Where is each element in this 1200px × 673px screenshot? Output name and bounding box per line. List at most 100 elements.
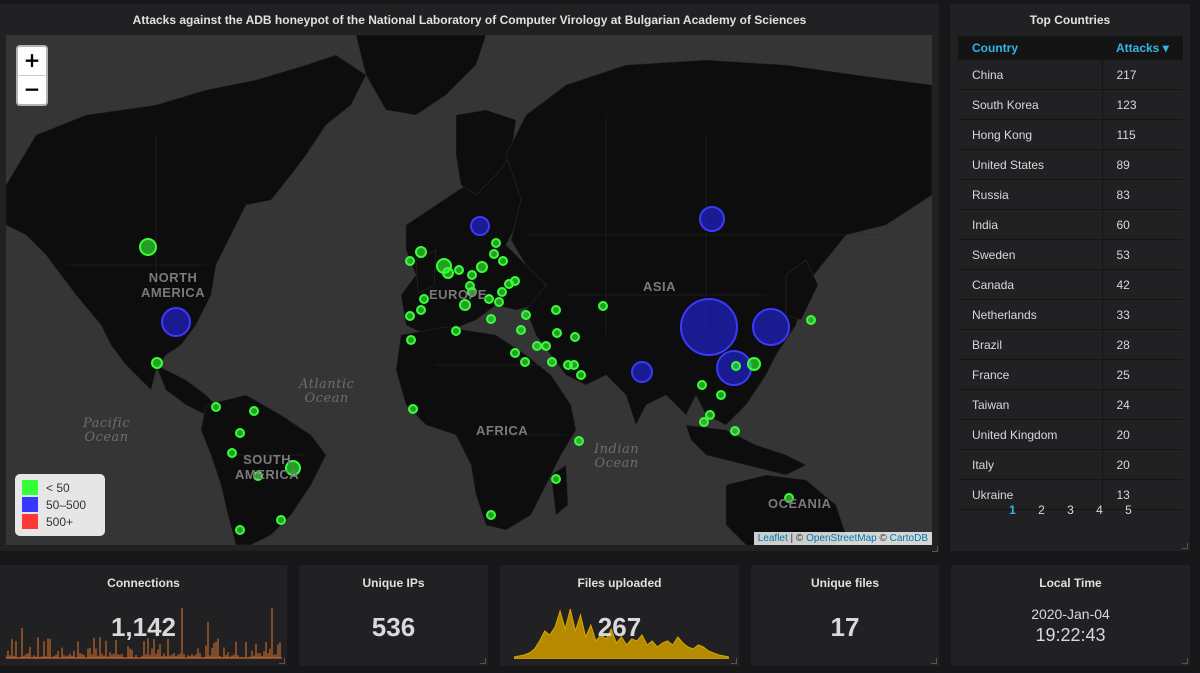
legend-row-small: < 50: [22, 479, 105, 496]
attack-marker-small[interactable]: [551, 305, 561, 315]
label-pacific-ocean: Pacific Ocean: [83, 416, 131, 445]
attack-marker-small[interactable]: [416, 305, 426, 315]
attack-marker-small[interactable]: [541, 341, 551, 351]
attack-marker-medium[interactable]: [631, 361, 653, 383]
legend-row-large: 500+: [22, 513, 105, 530]
files-uploaded-sparkline: [514, 608, 729, 659]
attack-marker-medium[interactable]: [470, 216, 490, 236]
label-south-america: SOUTH AMERICA: [235, 452, 300, 482]
page-link-2[interactable]: 2: [1038, 503, 1045, 517]
attack-marker-small[interactable]: [467, 287, 477, 297]
cell-country: United Kingdom: [958, 419, 1102, 450]
attack-marker-small[interactable]: [486, 510, 496, 520]
attack-marker-small[interactable]: [442, 267, 454, 279]
page-link-4[interactable]: 4: [1096, 503, 1103, 517]
attack-marker-small[interactable]: [408, 404, 418, 414]
page-link-3[interactable]: 3: [1067, 503, 1074, 517]
unique-files-resize-handle[interactable]: [931, 658, 937, 664]
table-pagination: 1 2 3 4 5: [998, 503, 1143, 517]
attack-marker-medium[interactable]: [680, 298, 738, 356]
world-map[interactable]: NORTH AMERICA SOUTH AMERICA EUROPE ASIA …: [6, 35, 932, 545]
attack-marker-small[interactable]: [806, 315, 816, 325]
files-uploaded-value: 267: [597, 612, 642, 642]
table-row: United Kingdom 20: [958, 419, 1183, 450]
top-countries-resize-handle[interactable]: [1182, 543, 1188, 549]
cell-country: Ukraine: [958, 479, 1102, 510]
attack-marker-small[interactable]: [697, 380, 707, 390]
attack-marker-small[interactable]: [253, 471, 263, 481]
attack-marker-small[interactable]: [574, 436, 584, 446]
attack-marker-small[interactable]: [459, 299, 471, 311]
page-link-5[interactable]: 5: [1125, 503, 1132, 517]
attack-marker-medium[interactable]: [752, 308, 790, 346]
attack-marker-small[interactable]: [489, 249, 499, 259]
attack-marker-small[interactable]: [598, 301, 608, 311]
attack-marker-small[interactable]: [520, 357, 530, 367]
attack-marker-small[interactable]: [151, 357, 163, 369]
connections-resize-handle[interactable]: [279, 658, 285, 664]
attack-marker-small[interactable]: [731, 361, 741, 371]
attack-marker-small[interactable]: [476, 261, 488, 273]
page-link-1[interactable]: 1: [1009, 503, 1016, 517]
files-uploaded-resize-handle[interactable]: [731, 658, 737, 664]
attack-marker-small[interactable]: [406, 335, 416, 345]
attack-marker-small[interactable]: [249, 406, 259, 416]
attack-marker-small[interactable]: [494, 297, 504, 307]
attack-marker-small[interactable]: [552, 328, 562, 338]
attack-marker-small[interactable]: [467, 270, 477, 280]
attack-marker-small[interactable]: [705, 410, 715, 420]
cell-country: Italy: [958, 449, 1102, 480]
table-row: South Korea 123: [958, 89, 1183, 120]
attack-marker-small[interactable]: [699, 417, 709, 427]
attack-marker-medium[interactable]: [161, 307, 191, 337]
attack-marker-small[interactable]: [516, 325, 526, 335]
attack-marker-small[interactable]: [521, 310, 531, 320]
column-header-attacks[interactable]: Attacks ▾: [1102, 36, 1183, 60]
attack-marker-small[interactable]: [484, 294, 494, 304]
unique-ips-resize-handle[interactable]: [480, 658, 486, 664]
attack-marker-small[interactable]: [415, 246, 427, 258]
attack-marker-small[interactable]: [784, 493, 794, 503]
attack-marker-small[interactable]: [211, 402, 221, 412]
zoom-out-button[interactable]: −: [18, 75, 46, 104]
attack-marker-small[interactable]: [498, 256, 508, 266]
column-header-country[interactable]: Country: [958, 36, 1102, 60]
attack-marker-small[interactable]: [532, 341, 542, 351]
attack-marker-small[interactable]: [569, 360, 579, 370]
attack-marker-small[interactable]: [285, 460, 301, 476]
attack-marker-small[interactable]: [570, 332, 580, 342]
attack-marker-medium[interactable]: [699, 206, 725, 232]
attack-marker-small[interactable]: [497, 287, 507, 297]
local-time-title: Local Time: [1039, 576, 1102, 590]
attack-marker-small[interactable]: [716, 390, 726, 400]
attack-marker-small[interactable]: [730, 426, 740, 436]
attack-marker-small[interactable]: [747, 357, 761, 371]
attack-marker-small[interactable]: [139, 238, 157, 256]
attack-marker-small[interactable]: [227, 448, 237, 458]
attack-marker-small[interactable]: [454, 265, 464, 275]
attack-marker-small[interactable]: [486, 314, 496, 324]
unique-ips-value: 536: [371, 612, 416, 642]
attack-marker-small[interactable]: [510, 348, 520, 358]
openstreetmap-link[interactable]: OpenStreetMap: [806, 533, 877, 544]
leaflet-link[interactable]: Leaflet: [757, 533, 788, 544]
attack-marker-small[interactable]: [235, 525, 245, 535]
legend-row-medium: 50–500: [22, 496, 105, 513]
attack-marker-small[interactable]: [419, 294, 429, 304]
label-oceania: OCEANIA: [768, 496, 832, 511]
attack-marker-small[interactable]: [405, 311, 415, 321]
attack-marker-small[interactable]: [451, 326, 461, 336]
attack-marker-small[interactable]: [276, 515, 286, 525]
attack-marker-small[interactable]: [576, 370, 586, 380]
cell-attacks: 60: [1101, 209, 1183, 240]
map-panel-resize-handle[interactable]: [932, 546, 938, 552]
cartodb-link[interactable]: CartoDB: [889, 533, 928, 544]
zoom-in-button[interactable]: +: [23, 48, 41, 72]
attack-marker-small[interactable]: [510, 276, 520, 286]
attack-marker-small[interactable]: [235, 428, 245, 438]
attack-marker-small[interactable]: [551, 474, 561, 484]
attack-marker-small[interactable]: [405, 256, 415, 266]
attack-marker-small[interactable]: [491, 238, 501, 248]
local-time-resize-handle[interactable]: [1182, 658, 1188, 664]
attack-marker-small[interactable]: [547, 357, 557, 367]
